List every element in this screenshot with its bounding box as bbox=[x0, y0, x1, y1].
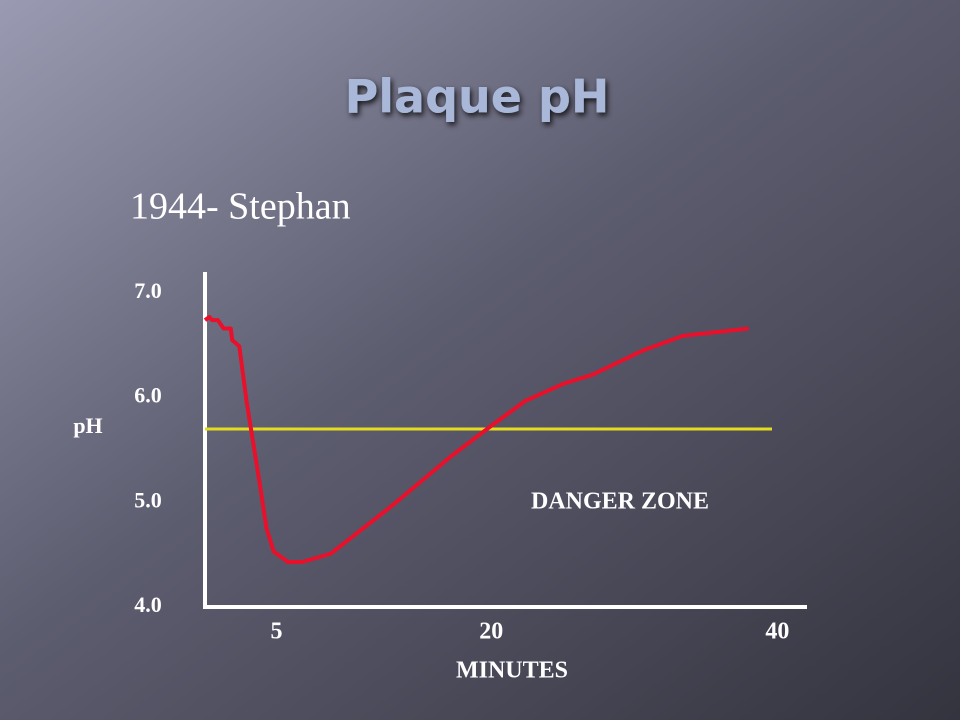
y-tick-label: 7.0 bbox=[134, 278, 162, 303]
y-axis-label: pH bbox=[73, 413, 102, 438]
x-tick-label: 20 bbox=[479, 619, 503, 645]
y-tick-label: 5.0 bbox=[134, 487, 162, 512]
slide-title: Plaque pH bbox=[345, 70, 610, 124]
x-tick-label: 40 bbox=[765, 619, 789, 645]
data-line bbox=[203, 315, 749, 564]
x-tick-label: 5 bbox=[271, 619, 283, 645]
subtitle: 1944- Stephan bbox=[130, 186, 351, 228]
y-tick-label: 6.0 bbox=[134, 383, 162, 408]
x-axis-label: MINUTES bbox=[456, 658, 568, 684]
annotation: DANGER ZONE bbox=[531, 489, 709, 515]
y-tick-label: 4.0 bbox=[134, 592, 162, 617]
